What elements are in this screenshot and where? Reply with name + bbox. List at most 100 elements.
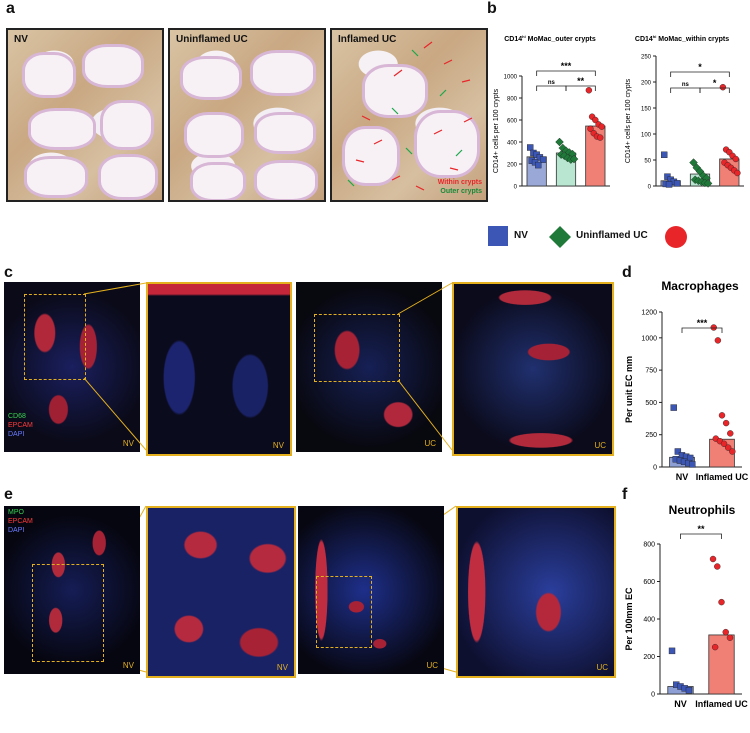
data-point (598, 123, 605, 130)
data-point (722, 419, 730, 427)
fluor-image-c-nv-zoom: NV (146, 282, 292, 456)
y-tick-label: 600 (643, 579, 655, 586)
fluor-image-e-uc-zoom: UC (456, 506, 616, 678)
x-tick-label: Inflamed UC (695, 699, 748, 709)
data-point (714, 337, 722, 344)
y-tick-label: 200 (507, 163, 518, 169)
y-axis-label: CD14+ cells per 100 crypts (625, 78, 632, 163)
y-tick-label: 200 (641, 81, 652, 87)
y-tick-label: 0 (514, 185, 518, 191)
legend-dapi: DAPI (8, 527, 25, 534)
y-tick-label: 100 (641, 133, 652, 139)
panel-label-f: f (622, 486, 628, 503)
fluor-legend-c: CD68 EPCAM DAPI (8, 412, 33, 439)
y-tick-label: 0 (653, 465, 657, 472)
data-point (724, 444, 732, 451)
significance-bracket (536, 70, 596, 76)
chart-title: Macrophages (661, 279, 739, 293)
y-tick-label: 200 (643, 654, 655, 661)
y-tick-label: 0 (651, 692, 655, 699)
x-tick-label: NV (676, 472, 689, 482)
zoom-region-box (316, 576, 372, 648)
y-tick-label: 0 (648, 185, 652, 191)
data-point (689, 461, 696, 468)
legend-uninflamed-diamond-icon (549, 226, 571, 248)
data-point (527, 144, 534, 151)
legend-mpo: MPO (8, 509, 24, 516)
y-tick-label: 400 (643, 617, 655, 624)
corner-label: NV (272, 441, 284, 450)
y-tick-label: 500 (645, 400, 657, 407)
panel-label-d: d (622, 264, 632, 281)
data-point (718, 598, 725, 606)
x-tick-label: NV (674, 699, 687, 709)
significance-label: * (698, 62, 702, 72)
y-tick-label: 1000 (641, 335, 657, 342)
chart-title: CD14hi MoMac_within crypts (635, 34, 729, 43)
y-tick-label: 1000 (504, 75, 518, 81)
ihc-arrow-legend-outer: Outer crypts (440, 188, 482, 195)
significance-label: *** (561, 61, 572, 71)
corner-label: NV (122, 661, 134, 670)
corner-label: UC (426, 661, 438, 670)
ihc-label-nv: NV (14, 34, 28, 45)
y-tick-label: 50 (644, 159, 651, 165)
y-tick-label: 750 (645, 368, 657, 375)
significance-bracket (670, 71, 730, 77)
legend-cd68: CD68 (8, 413, 26, 420)
data-point (585, 87, 593, 94)
y-tick-label: 1200 (641, 310, 657, 317)
ihc-image-inflamed-uc: Inflamed UC Within crypts Outer crypts (330, 28, 488, 202)
zoom-region-box (314, 314, 400, 382)
data-point (685, 687, 693, 694)
y-tick-label: 800 (507, 97, 518, 103)
significance-label: ns (548, 80, 556, 86)
fluor-image-c-nv-overview: CD68 EPCAM DAPI NV (4, 282, 140, 452)
corner-label: NV (276, 663, 288, 672)
significance-label: ns (682, 82, 690, 88)
corner-label: NV (122, 439, 134, 448)
chart-b-outer-crypts: CD14hi MoMac_outer crypts CD14+ cells per… (493, 34, 610, 191)
data-point (539, 156, 547, 163)
panel-label-b: b (487, 0, 497, 17)
x-tick-label: Inflamed UC (696, 472, 748, 482)
chart-title: CD14hi MoMac_outer crypts (504, 34, 596, 43)
y-tick-label: 600 (507, 119, 518, 125)
bar (585, 125, 606, 187)
legend-nv-swatch (488, 226, 508, 246)
significance-bracket (680, 533, 722, 539)
chart-title: Neutrophils (669, 503, 736, 517)
data-point (587, 125, 594, 133)
panel-label-e: e (4, 486, 13, 503)
data-point (711, 643, 719, 651)
data-point (596, 134, 604, 141)
data-point (729, 448, 736, 455)
data-point (665, 181, 673, 188)
legend-inflamed-circle-icon (665, 226, 687, 248)
significance-label: ** (697, 524, 705, 534)
bar (708, 634, 735, 695)
data-point (569, 154, 579, 164)
data-point (703, 179, 713, 188)
significance-label: *** (697, 318, 708, 328)
chart-b-within-crypts: CD14hi MoMac_within crypts CD14+ cells pe… (625, 34, 744, 191)
legend-epcam: EPCAM (8, 518, 33, 525)
fluor-legend-e: MPO EPCAM DAPI (8, 508, 33, 535)
ihc-label-inflamed-uc: Inflamed UC (338, 34, 397, 45)
data-point (710, 324, 717, 331)
data-point (535, 161, 542, 169)
legend-nv-label: NV (514, 230, 528, 241)
fluor-image-c-uc-overview: UC (296, 282, 442, 452)
data-point (714, 563, 721, 570)
y-axis-label: Per 100mm EC (624, 587, 634, 651)
ihc-arrow-legend-within: Within crypts (437, 179, 482, 186)
chart-d-macrophages: Macrophages Per unit EC mm 0 250 500 750 1000 1… (624, 279, 748, 482)
y-axis-label: Per unit EC mm (624, 356, 634, 423)
significance-label: ** (577, 76, 585, 86)
corner-label: UC (596, 663, 608, 672)
y-tick-label: 250 (641, 55, 652, 61)
y-tick-label: 150 (641, 107, 652, 113)
significance-bracket (681, 327, 723, 333)
data-point (673, 180, 681, 187)
legend-uninflamed-label: Uninflamed UC (576, 230, 648, 241)
